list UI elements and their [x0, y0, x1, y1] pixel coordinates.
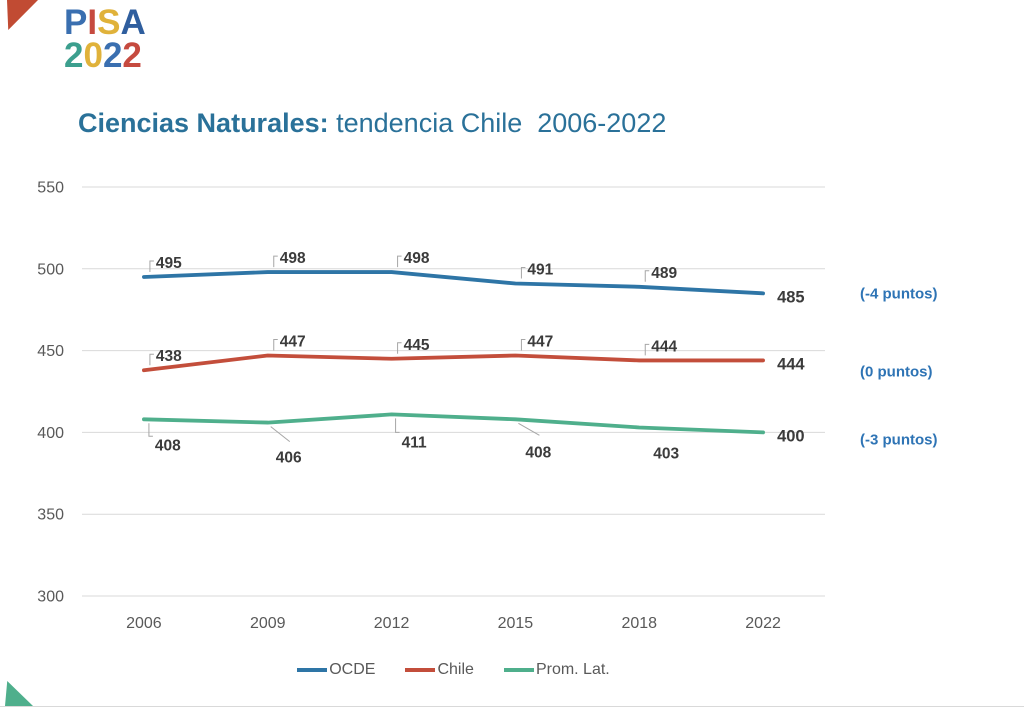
chart-title-subject: Ciencias Naturales:	[78, 108, 329, 138]
chart-title-rest: tendencia Chile 2006-2022	[328, 108, 667, 138]
y-tick-label: 300	[37, 589, 64, 606]
data-label: 438	[156, 348, 182, 365]
x-tick-label: 2006	[126, 615, 162, 632]
trend-annotation: (-4 puntos)	[860, 285, 937, 302]
label-leader-line	[518, 422, 540, 436]
data-label: 403	[653, 445, 679, 462]
legend-label-ocde: OCDE	[329, 661, 376, 678]
legend-item-ocde: OCDE	[297, 661, 375, 679]
end-value-label: 485	[777, 288, 805, 306]
label-leader-line	[273, 339, 278, 351]
series-line-chile	[142, 353, 765, 373]
y-tick-label: 400	[37, 425, 64, 442]
legend-item-chile: Chile	[405, 661, 474, 679]
pisa-2022-logo: PISA 2022	[64, 3, 146, 75]
label-leader-line	[395, 418, 400, 433]
logo-letter: 2	[64, 36, 84, 75]
series-line-ocde	[142, 270, 765, 296]
label-leader-line	[148, 423, 153, 437]
logo-letter: 2	[122, 36, 142, 75]
bottom-rule	[0, 706, 1024, 707]
legend-label-chile: Chile	[437, 661, 474, 678]
label-leader-line	[397, 255, 402, 268]
data-label: 498	[280, 250, 306, 267]
legend-swatch-chile	[405, 668, 436, 672]
logo-letter: 2	[102, 36, 123, 75]
data-label: 411	[402, 434, 427, 451]
data-label: 495	[156, 255, 182, 272]
trend-annotation: (-3 puntos)	[860, 431, 937, 448]
logo-letter: 0	[83, 36, 103, 75]
label-leader-line	[644, 270, 650, 282]
label-leader-line	[397, 342, 402, 354]
y-tick-label: 550	[37, 180, 64, 197]
label-leader-line	[270, 426, 291, 442]
label-leader-line	[520, 339, 526, 351]
data-label: 408	[155, 437, 181, 454]
data-label: 498	[404, 250, 430, 267]
label-leader-line	[273, 255, 278, 268]
chart-title: Ciencias Naturales: tendencia Chile 2006…	[78, 108, 666, 139]
series-line-prom-lat-	[142, 412, 765, 435]
logo-line-2022: 2022	[64, 36, 146, 75]
logo-letter: S	[97, 3, 121, 42]
y-tick-label: 350	[37, 507, 64, 524]
trend-annotation: (0 puntos)	[860, 363, 933, 380]
x-tick-label: 2015	[498, 615, 534, 632]
logo-letter: A	[120, 3, 146, 42]
logo-letter: I	[87, 3, 98, 42]
data-label: 408	[525, 444, 551, 461]
legend-item-prom-lat: Prom. Lat.	[503, 661, 610, 679]
x-tick-label: 2009	[250, 615, 286, 632]
logo-letter: P	[64, 3, 88, 42]
logo-line-pisa: PISA	[64, 3, 146, 42]
data-label: 447	[527, 334, 553, 351]
legend-swatch-ocde	[297, 668, 328, 672]
label-leader-line	[520, 267, 526, 279]
y-tick-label: 450	[37, 343, 64, 360]
label-leader-line	[149, 260, 154, 272]
data-label: 445	[404, 337, 430, 354]
data-label: 406	[276, 450, 302, 467]
label-leader-line	[149, 353, 154, 366]
end-value-label: 444	[777, 355, 805, 373]
end-value-label: 400	[777, 427, 805, 445]
chart-legend: OCDE Chile Prom. Lat.	[82, 659, 825, 681]
label-leader-line	[644, 343, 650, 356]
legend-label-prom-lat: Prom. Lat.	[535, 661, 610, 678]
y-tick-label: 500	[37, 261, 64, 278]
legend-swatch-prom-lat	[503, 668, 534, 672]
data-label: 444	[651, 338, 677, 355]
data-label: 447	[280, 334, 306, 351]
x-tick-label: 2022	[745, 615, 781, 632]
x-tick-label: 2018	[621, 615, 657, 632]
x-tick-label: 2012	[374, 615, 410, 632]
data-label: 491	[527, 262, 553, 279]
data-label: 489	[651, 265, 677, 282]
